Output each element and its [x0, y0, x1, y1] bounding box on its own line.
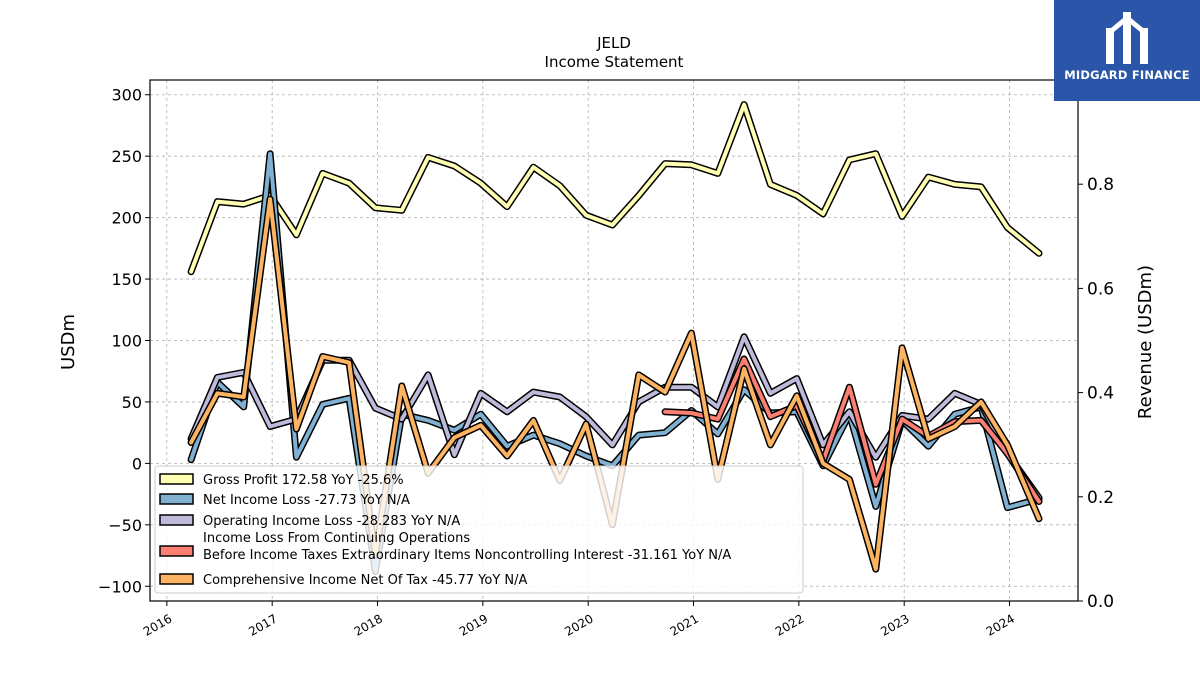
- y-axis-right: 0.8 0.6 0.4 0.2 0.0: [1078, 175, 1114, 612]
- brand-logo: MIDGARD FINANCE: [1054, 0, 1200, 101]
- x-tick-label: 2022: [773, 611, 806, 638]
- y-tick-label: 300: [111, 86, 142, 105]
- midgard-logo-icon: [1106, 12, 1148, 64]
- legend-swatch-4: [159, 573, 194, 585]
- y-tick-label: 250: [111, 147, 142, 166]
- y2-tick-label: 0.6: [1087, 279, 1114, 299]
- x-tick-label: 2020: [562, 611, 595, 638]
- legend-label-4: Comprehensive Income Net Of Tax -45.77 Y…: [203, 573, 528, 588]
- y-tick-label: −100: [98, 577, 142, 596]
- y-axis-left: 300 250 200 150 100 50 0 −50 −100: [98, 86, 150, 596]
- legend-swatch-3: [159, 545, 194, 557]
- legend-swatch-2: [159, 514, 194, 526]
- x-tick-label: 2017: [246, 611, 279, 638]
- x-tick-label: 2016: [141, 611, 174, 638]
- legend-swatch-0: [159, 473, 194, 485]
- x-tick-label: 2018: [352, 611, 385, 638]
- x-axis: 2016 2017 2018 2019 2020 2021 2022 2023 2024: [141, 601, 1017, 639]
- legend-label-2: Operating Income Loss -28.283 YoY N/A: [203, 514, 460, 529]
- y-tick-label: 100: [111, 332, 142, 351]
- legend-label-0: Gross Profit 172.58 YoY -25.6%: [203, 473, 404, 488]
- y2-axis-label: Revenue (USDm): [1135, 265, 1156, 419]
- legend-label-1: Net Income Loss -27.73 YoY N/A: [203, 493, 410, 508]
- legend: Gross Profit 172.58 YoY -25.6% Net Income…: [154, 465, 804, 594]
- x-tick-label: 2024: [984, 611, 1017, 638]
- series-lines: [187, 101, 1043, 575]
- y-tick-label: −50: [108, 516, 142, 535]
- y2-tick-label: 0.4: [1087, 384, 1114, 404]
- y-tick-label: 50: [122, 393, 142, 412]
- y-tick-label: 150: [111, 270, 142, 289]
- x-tick-label: 2023: [878, 611, 911, 638]
- y-tick-label: 200: [111, 209, 142, 228]
- legend-label-3: Income Loss From Continuing Operations Be…: [203, 531, 731, 563]
- x-tick-label: 2021: [668, 611, 701, 638]
- chart-subtitle: Income Statement: [545, 53, 684, 71]
- y2-tick-label: 0.2: [1087, 488, 1114, 508]
- series-3-line: [663, 356, 1041, 504]
- chart-title: JELD: [596, 34, 631, 52]
- legend-swatch-1: [159, 493, 194, 505]
- x-tick-label: 2019: [457, 611, 490, 638]
- brand-name: MIDGARD FINANCE: [1064, 68, 1190, 82]
- legend-box: [154, 465, 804, 594]
- legend-label-line: Income Loss From Continuing Operations: [203, 531, 470, 546]
- y2-tick-label: 0.0: [1087, 592, 1114, 612]
- y2-tick-label: 0.8: [1087, 175, 1114, 195]
- series-0-line: [189, 102, 1041, 274]
- y-tick-label: 0: [132, 454, 142, 473]
- legend-label-line: Before Income Taxes Extraordinary Items …: [203, 548, 731, 563]
- y-axis-label: USDm: [58, 314, 79, 370]
